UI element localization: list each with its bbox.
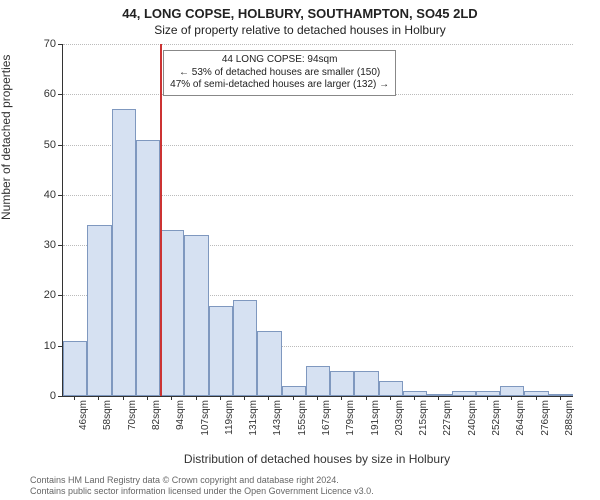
chart-title-address: 44, LONG COPSE, HOLBURY, SOUTHAMPTON, SO… [0, 0, 600, 21]
x-tick-label: 288sqm [564, 400, 575, 444]
x-tick-mark [560, 396, 561, 400]
x-tick-mark [220, 396, 221, 400]
x-tick-label: 240sqm [467, 400, 478, 444]
x-tick-mark [366, 396, 367, 400]
x-tick-mark [511, 396, 512, 400]
y-tick-label: 10 [26, 340, 56, 352]
x-tick-mark [341, 396, 342, 400]
y-tick-mark [58, 396, 62, 397]
y-tick-label: 0 [26, 390, 56, 402]
x-tick-label: 82sqm [151, 400, 162, 444]
x-tick-mark [196, 396, 197, 400]
x-tick-label: 119sqm [224, 400, 235, 444]
x-tick-label: 203sqm [394, 400, 405, 444]
y-tick-mark [58, 145, 62, 146]
y-axis-label: Number of detached properties [0, 55, 13, 220]
x-tick-mark [438, 396, 439, 400]
histogram-bar [209, 306, 233, 397]
x-tick-mark [317, 396, 318, 400]
histogram-bar [379, 381, 403, 396]
x-tick-mark [74, 396, 75, 400]
x-tick-label: 70sqm [127, 400, 138, 444]
x-tick-mark [536, 396, 537, 400]
gridline [63, 44, 573, 45]
info-box-line: ← 53% of detached houses are smaller (15… [170, 67, 389, 80]
y-tick-label: 30 [26, 239, 56, 251]
histogram-bar [403, 391, 427, 396]
x-tick-label: 191sqm [370, 400, 381, 444]
histogram-bar [184, 235, 208, 396]
chart-plot-area [62, 44, 573, 397]
info-box-line: 47% of semi-detached houses are larger (… [170, 79, 389, 92]
footer-attribution: Contains HM Land Registry data © Crown c… [30, 475, 374, 497]
histogram-bar [257, 331, 281, 396]
x-tick-label: 215sqm [418, 400, 429, 444]
y-tick-label: 50 [26, 139, 56, 151]
histogram-bar [354, 371, 378, 396]
x-tick-mark [147, 396, 148, 400]
histogram-bar [87, 225, 111, 396]
histogram-bar [282, 386, 306, 396]
y-tick-label: 60 [26, 88, 56, 100]
histogram-bar [500, 386, 524, 396]
x-tick-label: 252sqm [491, 400, 502, 444]
footer-line1: Contains HM Land Registry data © Crown c… [30, 475, 374, 486]
x-tick-label: 46sqm [78, 400, 89, 444]
x-tick-label: 227sqm [442, 400, 453, 444]
y-tick-mark [58, 94, 62, 95]
reference-line [160, 44, 162, 396]
x-axis-label: Distribution of detached houses by size … [62, 452, 572, 466]
histogram-bar [112, 109, 136, 396]
histogram-bar [330, 371, 354, 396]
y-tick-label: 20 [26, 289, 56, 301]
x-tick-mark [268, 396, 269, 400]
histogram-bar [306, 366, 330, 396]
x-tick-mark [123, 396, 124, 400]
x-tick-mark [244, 396, 245, 400]
x-tick-mark [98, 396, 99, 400]
histogram-bar [452, 391, 476, 396]
y-tick-mark [58, 295, 62, 296]
y-tick-mark [58, 346, 62, 347]
x-tick-mark [414, 396, 415, 400]
x-tick-label: 107sqm [200, 400, 211, 444]
histogram-bar [524, 391, 548, 396]
info-box: 44 LONG COPSE: 94sqm← 53% of detached ho… [163, 50, 396, 96]
x-tick-label: 179sqm [345, 400, 356, 444]
x-tick-mark [171, 396, 172, 400]
x-tick-mark [293, 396, 294, 400]
x-tick-label: 94sqm [175, 400, 186, 444]
x-tick-mark [390, 396, 391, 400]
x-tick-label: 58sqm [102, 400, 113, 444]
histogram-bar [233, 300, 257, 396]
footer-line2: Contains public sector information licen… [30, 486, 374, 497]
chart-subtitle: Size of property relative to detached ho… [0, 21, 600, 41]
histogram-bar [136, 140, 160, 396]
x-tick-mark [463, 396, 464, 400]
y-tick-label: 40 [26, 189, 56, 201]
histogram-bar [160, 230, 184, 396]
y-tick-label: 70 [26, 38, 56, 50]
histogram-bar [63, 341, 87, 396]
histogram-bar [549, 394, 573, 397]
histogram-bar [427, 394, 451, 396]
y-tick-mark [58, 44, 62, 45]
x-tick-label: 155sqm [297, 400, 308, 444]
x-tick-mark [487, 396, 488, 400]
info-box-line: 44 LONG COPSE: 94sqm [170, 54, 389, 67]
x-tick-label: 131sqm [248, 400, 259, 444]
y-tick-mark [58, 245, 62, 246]
x-tick-label: 167sqm [321, 400, 332, 444]
x-tick-label: 143sqm [272, 400, 283, 444]
x-tick-label: 264sqm [515, 400, 526, 444]
y-tick-mark [58, 195, 62, 196]
x-tick-label: 276sqm [540, 400, 551, 444]
